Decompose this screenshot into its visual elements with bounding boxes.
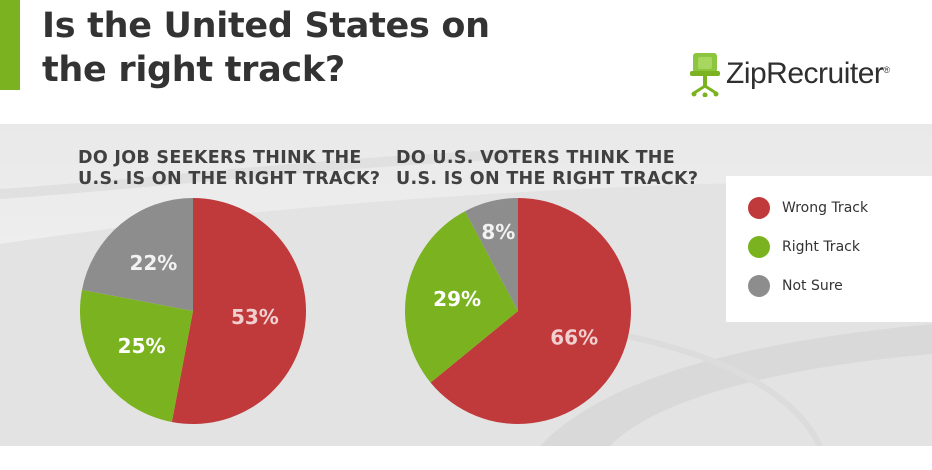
pie-slice-wrong-track [430, 198, 632, 424]
chart-2-title-line-1: DO U.S. VOTERS THINK THE [396, 148, 676, 168]
legend: Wrong Track Right Track Not Sure [726, 176, 932, 322]
pie-slice-right-track [405, 211, 518, 383]
chair-icon [690, 53, 720, 97]
chart-1-title-line-1: DO JOB SEEKERS THINK THE [78, 148, 362, 168]
ziprecruiter-logo: ZipRecruiter® [690, 50, 890, 98]
chart-2-title-line-2: U.S. IS ON THE RIGHT TRACK? [396, 169, 699, 189]
chart-1-title: DO JOB SEEKERS THINK THE U.S. IS ON THE … [78, 148, 380, 190]
logo-wordmark: ZipRecruiter® [726, 57, 890, 91]
pie-slice-right-track [79, 289, 193, 422]
pie-label-not-sure: 22% [129, 251, 177, 275]
pie-slice-not-sure [82, 198, 193, 311]
title-accent-bar [0, 0, 20, 90]
logo-registered-mark: ® [883, 65, 890, 75]
pie-slice-not-sure [465, 198, 518, 311]
page-title-line-1: Is the United States on [42, 6, 490, 46]
chart-2-title: DO U.S. VOTERS THINK THE U.S. IS ON THE … [396, 148, 698, 190]
legend-label-right-track: Right Track [782, 239, 860, 255]
pie-label-not-sure: 8% [481, 220, 515, 244]
legend-item-wrong-track: Wrong Track [748, 197, 868, 219]
legend-item-right-track: Right Track [748, 236, 860, 258]
pie-label-wrong-track: 66% [550, 326, 598, 350]
chart-1-title-line-2: U.S. IS ON THE RIGHT TRACK? [78, 169, 381, 189]
pie-slice-wrong-track [171, 198, 306, 424]
logo-wordmark-text: ZipRecruiter [726, 57, 884, 90]
page-title: Is the United States on the right track? [42, 4, 602, 92]
job-seekers-pie-chart: 53% 25% 22% [79, 198, 306, 424]
legend-label-not-sure: Not Sure [782, 278, 843, 294]
legend-swatch-wrong-track [748, 197, 770, 219]
legend-swatch-not-sure [748, 275, 770, 297]
pie-label-right-track: 29% [433, 287, 481, 311]
pie-label-right-track: 25% [118, 334, 166, 358]
legend-label-wrong-track: Wrong Track [782, 200, 869, 216]
voters-pie-chart: 66% 29% 8% [405, 198, 632, 424]
pie-label-wrong-track: 53% [231, 305, 279, 329]
sources-strip [0, 446, 932, 470]
legend-swatch-right-track [748, 236, 770, 258]
page-title-line-2: the right track? [42, 50, 345, 90]
chart-panel: DO JOB SEEKERS THINK THE U.S. IS ON THE … [0, 124, 932, 446]
legend-item-not-sure: Not Sure [748, 275, 843, 297]
